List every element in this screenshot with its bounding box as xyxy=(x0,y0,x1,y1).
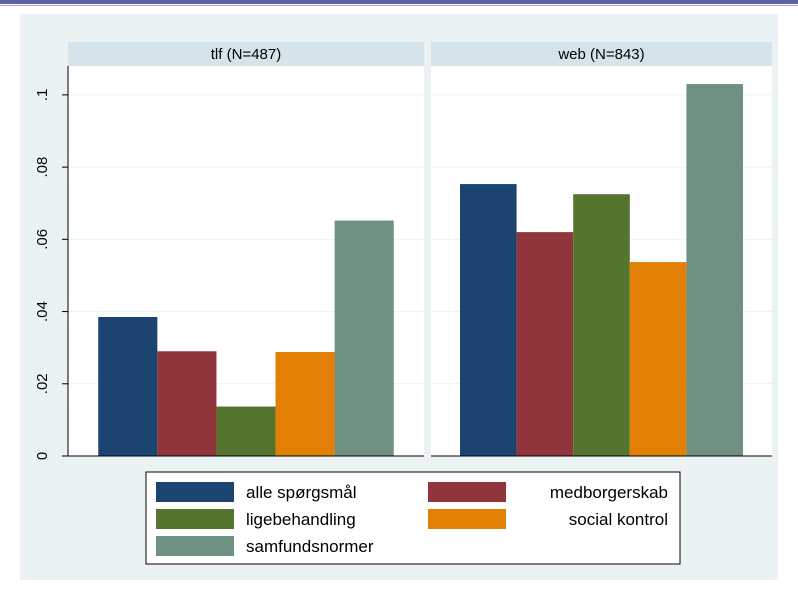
y-tick-label: .04 xyxy=(34,301,51,322)
panels: tlf (N=487) web (N=843) xyxy=(68,42,772,457)
bar-1-0 xyxy=(459,184,517,457)
bar-0-1 xyxy=(157,351,217,456)
legend-item: samfundsnormer xyxy=(156,536,374,556)
y-tick-label: .08 xyxy=(34,157,51,178)
chart: tlf (N=487) web (N=843) 0 .02 .04 .06 .08 .1 a… xyxy=(20,14,778,580)
legend-label: medborgerskab xyxy=(550,483,668,502)
legend-label: alle spørgsmål xyxy=(246,483,357,502)
legend-item: social kontrol xyxy=(428,509,668,529)
panel-header xyxy=(431,42,772,66)
legend-swatch xyxy=(156,482,234,502)
bar-0-2 xyxy=(216,406,276,456)
y-tick-label: .06 xyxy=(34,229,51,250)
legend-swatch xyxy=(428,509,506,529)
bar-0-4 xyxy=(334,220,394,456)
legend-box xyxy=(145,471,681,565)
legend-item: alle spørgsmål xyxy=(156,482,357,502)
bar-1-3 xyxy=(629,262,687,456)
legend-item: ligebehandling xyxy=(156,509,356,529)
panel-title: web (N=843) xyxy=(557,46,644,63)
legend-label: social kontrol xyxy=(569,510,668,529)
panel-0: tlf (N=487) xyxy=(68,42,424,457)
legend-swatch xyxy=(428,482,506,502)
legend-label: ligebehandling xyxy=(246,510,356,529)
top-rule xyxy=(0,0,798,6)
legend-swatch xyxy=(156,509,234,529)
bar-1-1 xyxy=(516,232,574,456)
panel-1: web (N=843) xyxy=(431,42,772,457)
legend: alle spørgsmål medborgerskab ligebehandlin… xyxy=(145,471,681,565)
y-axis: 0 .02 .04 .06 .08 .1 xyxy=(34,66,69,460)
y-tick-label: 0 xyxy=(34,452,51,460)
panel-title: tlf (N=487) xyxy=(211,46,281,63)
bar-1-4 xyxy=(686,84,744,457)
bar-0-0 xyxy=(98,316,158,456)
y-tick-label: .02 xyxy=(34,373,51,394)
legend-swatch xyxy=(156,536,234,556)
bar-1-2 xyxy=(573,194,630,456)
y-tick-label: .1 xyxy=(34,89,51,102)
bar-0-3 xyxy=(275,352,335,456)
chart-svg: tlf (N=487) web (N=843) 0 .02 .04 .06 .08 .1 a… xyxy=(20,14,778,580)
legend-item: medborgerskab xyxy=(428,482,668,502)
legend-label: samfundsnormer xyxy=(246,537,374,556)
panel-header xyxy=(68,42,424,66)
